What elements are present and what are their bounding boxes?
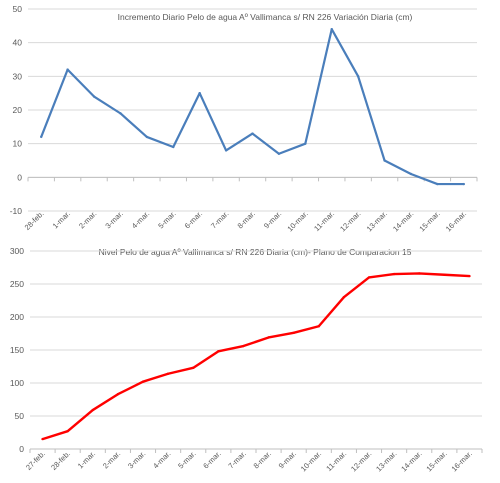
x-tick-label: 11-mar. (324, 449, 348, 473)
x-tick-label: 6-mar. (183, 209, 204, 230)
y-tick-label: 150 (10, 345, 24, 355)
y-tick-label: 50 (13, 4, 23, 14)
data-point (198, 91, 201, 95)
data-point (145, 135, 149, 139)
x-tick-label: 1-mar. (51, 209, 72, 230)
x-tick-label: 3-mar. (103, 209, 124, 230)
x-tick-label: 2-mar. (77, 209, 98, 230)
data-point (66, 429, 69, 433)
x-tick-label: 8-mar. (252, 449, 273, 470)
y-tick-label: 0 (17, 172, 22, 182)
data-point (192, 366, 195, 370)
data-point (141, 380, 145, 383)
y-tick-label: 10 (13, 139, 23, 149)
chart-panel-nivel: Nivel Pelo de agua Aº Vallimanca s/ RN 2… (0, 243, 500, 483)
x-tick-label: 15-mar. (424, 449, 448, 473)
data-point (462, 182, 465, 186)
x-tick-label: 6-mar. (201, 449, 222, 470)
x-tick-label: 5-mar. (156, 209, 177, 230)
y-tick-label: 30 (13, 71, 23, 81)
series-line (42, 272, 470, 441)
data-point (172, 145, 175, 149)
x-tick-label: 12-mar. (349, 449, 373, 473)
y-tick-label: 250 (10, 279, 24, 289)
data-point (267, 336, 270, 339)
y-tick-label: 200 (10, 312, 24, 322)
data-point (40, 135, 43, 139)
x-tick-label: 9-mar. (262, 209, 283, 230)
y-tick-label: 0 (19, 444, 24, 454)
x-tick-label: 14-mar. (399, 449, 423, 473)
data-point (91, 408, 94, 412)
series-line (40, 28, 464, 186)
data-point (41, 437, 44, 441)
x-tick-label: 14-mar. (391, 209, 415, 233)
x-tick-label: 4-mar. (151, 449, 172, 470)
data-point (292, 331, 295, 335)
chart-nivel-diario: Nivel Pelo de agua Aº Vallimanca s/ RN 2… (10, 246, 483, 473)
data-point (443, 273, 446, 276)
data-point (418, 272, 421, 275)
x-tick-label: 10-mar. (285, 209, 309, 233)
x-tick-label: 5-mar. (176, 449, 197, 470)
x-tick-label: 2-mar. (101, 449, 122, 470)
x-tick-label: 10-mar. (299, 449, 323, 473)
x-tick-label: 4-mar. (130, 209, 151, 230)
x-tick-label: 16-mar. (450, 449, 474, 473)
data-point (392, 272, 396, 276)
y-tick-label: 20 (13, 105, 23, 115)
data-point (92, 95, 96, 98)
data-point (317, 325, 320, 328)
data-point (436, 182, 439, 186)
x-tick-label: 7-mar. (226, 449, 247, 470)
x-tick-label: 28-feb. (23, 209, 46, 232)
chart-variacion-diaria: Incremento Diario Pelo de agua Aº Vallim… (10, 4, 478, 233)
y-tick-label: 50 (15, 411, 25, 421)
data-point (468, 274, 471, 278)
x-tick-label: 9-mar. (277, 449, 298, 470)
x-tick-label: 12-mar. (338, 209, 362, 233)
data-point (251, 132, 254, 135)
x-tick-label: 7-mar. (209, 209, 230, 230)
data-point (116, 393, 120, 396)
data-point (119, 112, 122, 115)
data-point (342, 296, 346, 299)
x-tick-label: 8-mar. (236, 209, 257, 230)
x-tick-label: 13-mar. (374, 449, 398, 473)
data-point (217, 350, 220, 353)
data-point (224, 149, 228, 152)
chart-title: Nivel Pelo de agua Aº Vallimanca s/ RN 2… (99, 247, 412, 257)
y-tick-label: 40 (13, 38, 23, 48)
data-point (383, 159, 386, 162)
y-tick-label: 300 (10, 246, 24, 256)
x-tick-label: 13-mar. (365, 209, 389, 233)
data-point (356, 75, 360, 78)
x-tick-label: 11-mar. (312, 209, 336, 233)
x-tick-label: 3-mar. (126, 449, 147, 470)
data-point (409, 172, 413, 176)
data-point (304, 142, 307, 145)
x-tick-label: 15-mar. (417, 209, 441, 233)
data-point (166, 372, 170, 375)
chart-panel-variacion: Incremento Diario Pelo de agua Aº Vallim… (0, 4, 500, 244)
data-point (330, 28, 333, 31)
data-point (367, 276, 371, 279)
data-point (66, 68, 69, 71)
data-point (277, 152, 281, 155)
y-tick-label: -10 (10, 206, 23, 216)
x-tick-label: 28-feb. (49, 449, 72, 472)
data-point (242, 344, 245, 348)
x-tick-label: 16-mar. (444, 209, 468, 233)
x-tick-label: 1-mar. (76, 449, 97, 470)
chart-title: Incremento Diario Pelo de agua Aº Vallim… (118, 12, 413, 22)
x-tick-label: 27-feb. (24, 449, 47, 472)
y-tick-label: 100 (10, 378, 24, 388)
